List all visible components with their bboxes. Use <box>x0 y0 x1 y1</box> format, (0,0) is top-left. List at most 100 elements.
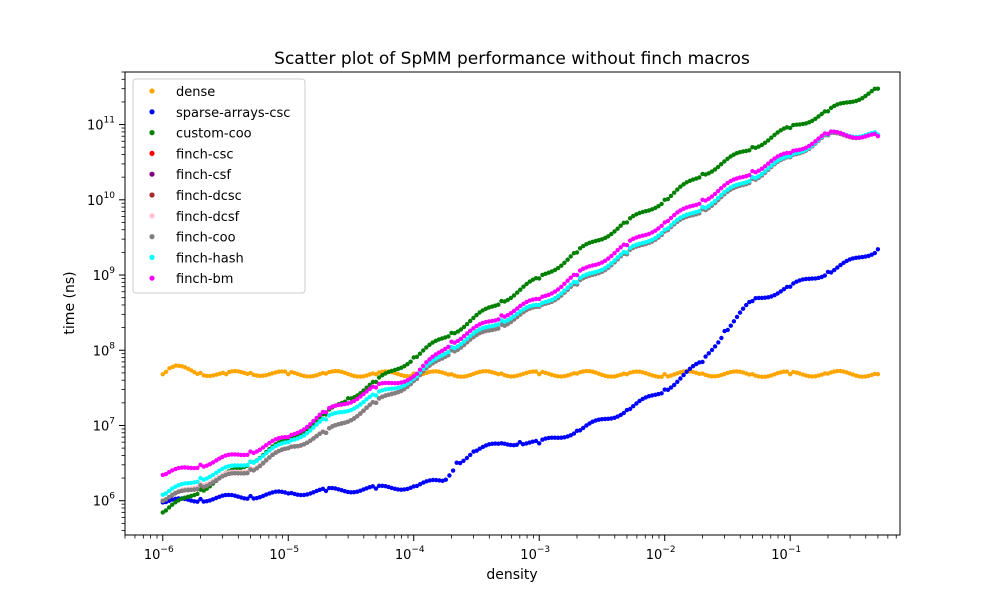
data-point <box>618 245 623 250</box>
data-point <box>245 470 250 476</box>
data-point <box>838 262 843 268</box>
data-point <box>835 265 840 270</box>
x-tick-base: 10 <box>646 548 663 563</box>
data-point <box>759 142 765 148</box>
data-point <box>716 340 721 345</box>
legend-marker <box>149 234 155 240</box>
data-point <box>226 492 231 498</box>
y-tick-label: 109 <box>93 266 116 284</box>
y-tick-base: 10 <box>93 269 110 284</box>
data-point <box>235 471 241 476</box>
data-point <box>634 401 639 406</box>
data-point <box>656 204 661 209</box>
data-point <box>257 456 263 461</box>
data-point <box>424 345 429 350</box>
data-point <box>788 154 793 159</box>
data-point <box>769 158 774 164</box>
data-point <box>508 295 514 301</box>
data-point <box>577 428 583 433</box>
data-point <box>722 183 727 188</box>
data-point <box>725 187 730 192</box>
data-point <box>552 289 558 294</box>
data-point <box>697 371 702 376</box>
data-point <box>634 369 639 374</box>
data-point <box>392 381 398 386</box>
legend-marker <box>149 275 155 281</box>
data-point <box>182 465 187 470</box>
legend-marker <box>149 213 155 219</box>
data-point <box>565 278 570 283</box>
data-point <box>496 317 501 322</box>
data-point <box>289 444 294 449</box>
data-point <box>822 109 827 114</box>
data-point <box>562 260 567 265</box>
x-tick-label: 10−5 <box>269 545 299 563</box>
data-point <box>697 175 702 180</box>
data-point <box>163 497 169 502</box>
data-point <box>496 302 501 307</box>
legend-marker <box>149 192 155 198</box>
data-point <box>565 257 570 262</box>
data-point <box>455 329 460 334</box>
data-point <box>624 220 630 225</box>
data-point <box>474 312 479 318</box>
y-axis-label: time (ns) <box>62 271 78 334</box>
data-point <box>195 465 200 471</box>
data-point <box>235 463 241 468</box>
data-point <box>715 195 721 201</box>
data-point <box>568 275 573 280</box>
legend-label: finch-hash <box>176 251 244 266</box>
data-point <box>421 363 426 369</box>
data-point <box>358 402 363 407</box>
data-point <box>373 400 379 405</box>
data-point <box>822 273 827 278</box>
data-point <box>370 484 375 489</box>
x-tick-base: 10 <box>771 548 788 563</box>
data-point <box>559 263 564 268</box>
data-point <box>314 422 319 427</box>
data-point <box>706 196 711 201</box>
data-point <box>555 435 561 440</box>
data-point <box>339 409 344 415</box>
y-tick-label: 108 <box>93 341 116 359</box>
legend-label: finch-coo <box>176 231 236 246</box>
legend-label: sparse-arrays-csc <box>176 106 290 121</box>
data-point <box>304 424 310 430</box>
data-point <box>533 369 539 374</box>
data-point <box>198 496 203 502</box>
legend-marker <box>149 254 155 260</box>
data-point <box>192 465 197 471</box>
data-point <box>210 472 216 478</box>
data-point <box>160 372 165 377</box>
data-point <box>825 131 831 137</box>
data-point <box>555 374 561 379</box>
data-point <box>254 466 259 471</box>
data-point <box>665 196 671 202</box>
data-point <box>348 490 354 495</box>
data-point <box>417 367 423 372</box>
data-point <box>853 135 859 141</box>
data-point <box>615 248 620 253</box>
data-point <box>772 132 777 138</box>
data-point <box>480 369 485 374</box>
data-point <box>602 265 608 271</box>
x-tick-exponent: −5 <box>286 545 299 555</box>
data-point <box>493 441 498 446</box>
data-point <box>355 396 360 402</box>
data-point <box>656 226 661 231</box>
legend-marker <box>149 130 155 136</box>
data-point <box>232 470 238 476</box>
data-point <box>170 502 175 507</box>
data-point <box>533 302 539 308</box>
data-point <box>163 369 169 374</box>
data-point <box>333 368 338 374</box>
data-point <box>518 287 523 292</box>
data-point <box>813 139 818 144</box>
data-point <box>690 364 696 369</box>
plot-frame <box>124 71 901 536</box>
data-point <box>624 250 630 255</box>
data-point <box>675 379 680 384</box>
data-point <box>662 387 667 392</box>
data-point <box>788 372 793 377</box>
data-point <box>609 231 614 237</box>
